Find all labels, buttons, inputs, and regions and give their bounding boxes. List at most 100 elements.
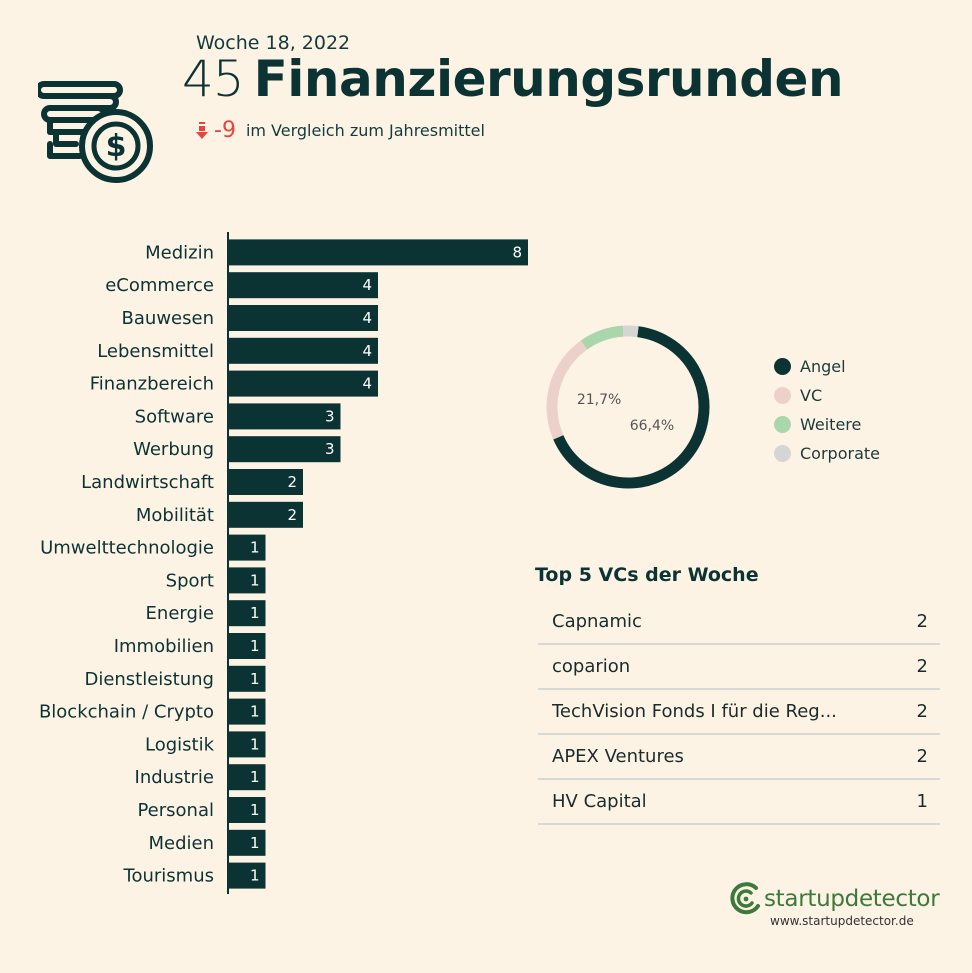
bar [228, 305, 378, 331]
table-row: coparion 2 [538, 645, 940, 690]
investor-type-donut-chart: 66,4% 21,7% [546, 325, 710, 489]
bar-category-label: Tourismus [123, 866, 214, 887]
bar-value-label: 4 [362, 342, 372, 360]
legend-item-weitere: Weitere [774, 410, 880, 439]
bar-category-label: eCommerce [105, 275, 214, 296]
bar-category-label: Finanzbereich [90, 374, 214, 395]
arrow-down-icon [196, 121, 208, 139]
bar-value-label: 2 [287, 506, 297, 524]
bar-value-label: 1 [250, 604, 260, 622]
bar [228, 567, 266, 594]
week-label: Woche 18, 2022 [196, 32, 351, 54]
table-row: APEX Ventures 2 [538, 735, 940, 780]
donut-slice-weitere [580, 325, 624, 350]
bar-category-label: Medizin [145, 242, 214, 263]
vc-name: TechVision Fonds I für die Reg... [552, 701, 837, 722]
bar-value-label: 1 [250, 834, 260, 852]
bar [228, 337, 378, 364]
startupdetector-logo-icon [730, 882, 760, 915]
bar-category-label: Medien [148, 833, 214, 854]
bar [228, 665, 266, 692]
bar-value-label: 1 [250, 703, 260, 721]
donut-legend: Angel VC Weitere Corporate [774, 352, 880, 468]
brand-url: www.startupdetector.de [770, 914, 914, 928]
bar-category-label: Sport [166, 570, 214, 591]
bar-category-label: Energie [146, 603, 214, 624]
bar [228, 239, 528, 266]
table-row: HV Capital 1 [538, 780, 940, 825]
bar [228, 862, 266, 889]
industry-bar-chart: Medizin 8 eCommerce 4 Bauwesen 4 Lebensmittel 4… [39, 232, 528, 894]
bar [228, 698, 266, 725]
bar [228, 272, 378, 299]
table-row: TechVision Fonds I für die Reg... 2 [538, 690, 940, 735]
bar-value-label: 1 [250, 670, 260, 688]
bar-value-label: 4 [362, 375, 372, 393]
bar [228, 600, 266, 627]
bar-category-label: Landwirtschaft [81, 472, 214, 493]
vc-name: HV Capital [552, 791, 647, 812]
bar-category-label: Bauwesen [122, 308, 214, 329]
table-row: Capnamic 2 [538, 600, 940, 645]
legend-label: Corporate [800, 444, 880, 463]
bar [228, 764, 266, 791]
bar-category-label: Umwelttechnologie [40, 538, 214, 559]
top-vcs-table: Capnamic 2 coparion 2 TechVision Fonds I für… [538, 600, 940, 825]
vc-count: 2 [916, 611, 928, 632]
bar-value-label: 3 [325, 407, 335, 425]
bar-value-label: 1 [250, 735, 260, 753]
bar [228, 633, 266, 659]
vc-count: 2 [916, 656, 928, 677]
bar [228, 797, 266, 823]
vc-count: 2 [916, 746, 928, 767]
legend-label: Angel [800, 357, 846, 376]
bar-category-label: Logistik [145, 734, 215, 755]
bar [228, 469, 303, 495]
vc-count: 2 [916, 701, 928, 722]
top-vcs-title: Top 5 VCs der Woche [535, 564, 759, 586]
bar-value-label: 4 [362, 276, 372, 294]
svg-text:$: $ [106, 129, 127, 164]
bar-category-label: Immobilien [114, 636, 214, 657]
bar-category-label: Software [135, 406, 214, 427]
delta-comparison: im Vergleich zum Jahresmittel [245, 121, 485, 140]
legend-swatch [774, 445, 791, 462]
donut-slice-vc [546, 340, 588, 440]
legend-item-angel: Angel [774, 352, 880, 381]
donut-slice-angel [553, 326, 710, 489]
bar-category-label: Lebensmittel [97, 341, 214, 362]
bar-value-label: 1 [250, 539, 260, 557]
funding-count: 45 [182, 50, 245, 108]
bar [228, 829, 266, 856]
vc-name: coparion [552, 656, 631, 677]
bar-value-label: 4 [362, 309, 372, 327]
delta-value: -9 [214, 118, 236, 143]
bar-value-label: 1 [250, 637, 260, 655]
legend-item-vc: VC [774, 381, 880, 410]
bar [228, 370, 378, 397]
bar-category-label: Dienstleistung [84, 669, 214, 690]
bar-category-label: Industrie [135, 767, 214, 788]
bar-value-label: 3 [325, 440, 335, 458]
bar [228, 403, 341, 430]
bar-value-label: 1 [250, 867, 260, 885]
donut-data-label: 21,7% [577, 392, 621, 408]
bar-value-label: 2 [287, 473, 297, 491]
coin-stack-dollar-icon: $ [38, 81, 153, 183]
legend-swatch [774, 358, 791, 375]
bar-category-label: Werbung [133, 439, 214, 460]
bar-category-label: Mobilität [136, 505, 214, 526]
brand: startupdetector [730, 882, 940, 916]
legend-swatch [774, 416, 791, 433]
bar [228, 534, 266, 561]
legend-swatch [774, 387, 791, 404]
bar-value-label: 1 [250, 801, 260, 819]
bar-category-label: Blockchain / Crypto [39, 702, 214, 723]
vc-name: APEX Ventures [552, 746, 684, 767]
bar-value-label: 1 [250, 768, 260, 786]
bar-category-label: Personal [137, 800, 214, 821]
vc-name: Capnamic [552, 611, 642, 632]
bar-value-label: 1 [250, 571, 260, 589]
funding-title: Finanzierungsrunden [253, 50, 844, 108]
bar-value-label: 8 [512, 243, 522, 261]
